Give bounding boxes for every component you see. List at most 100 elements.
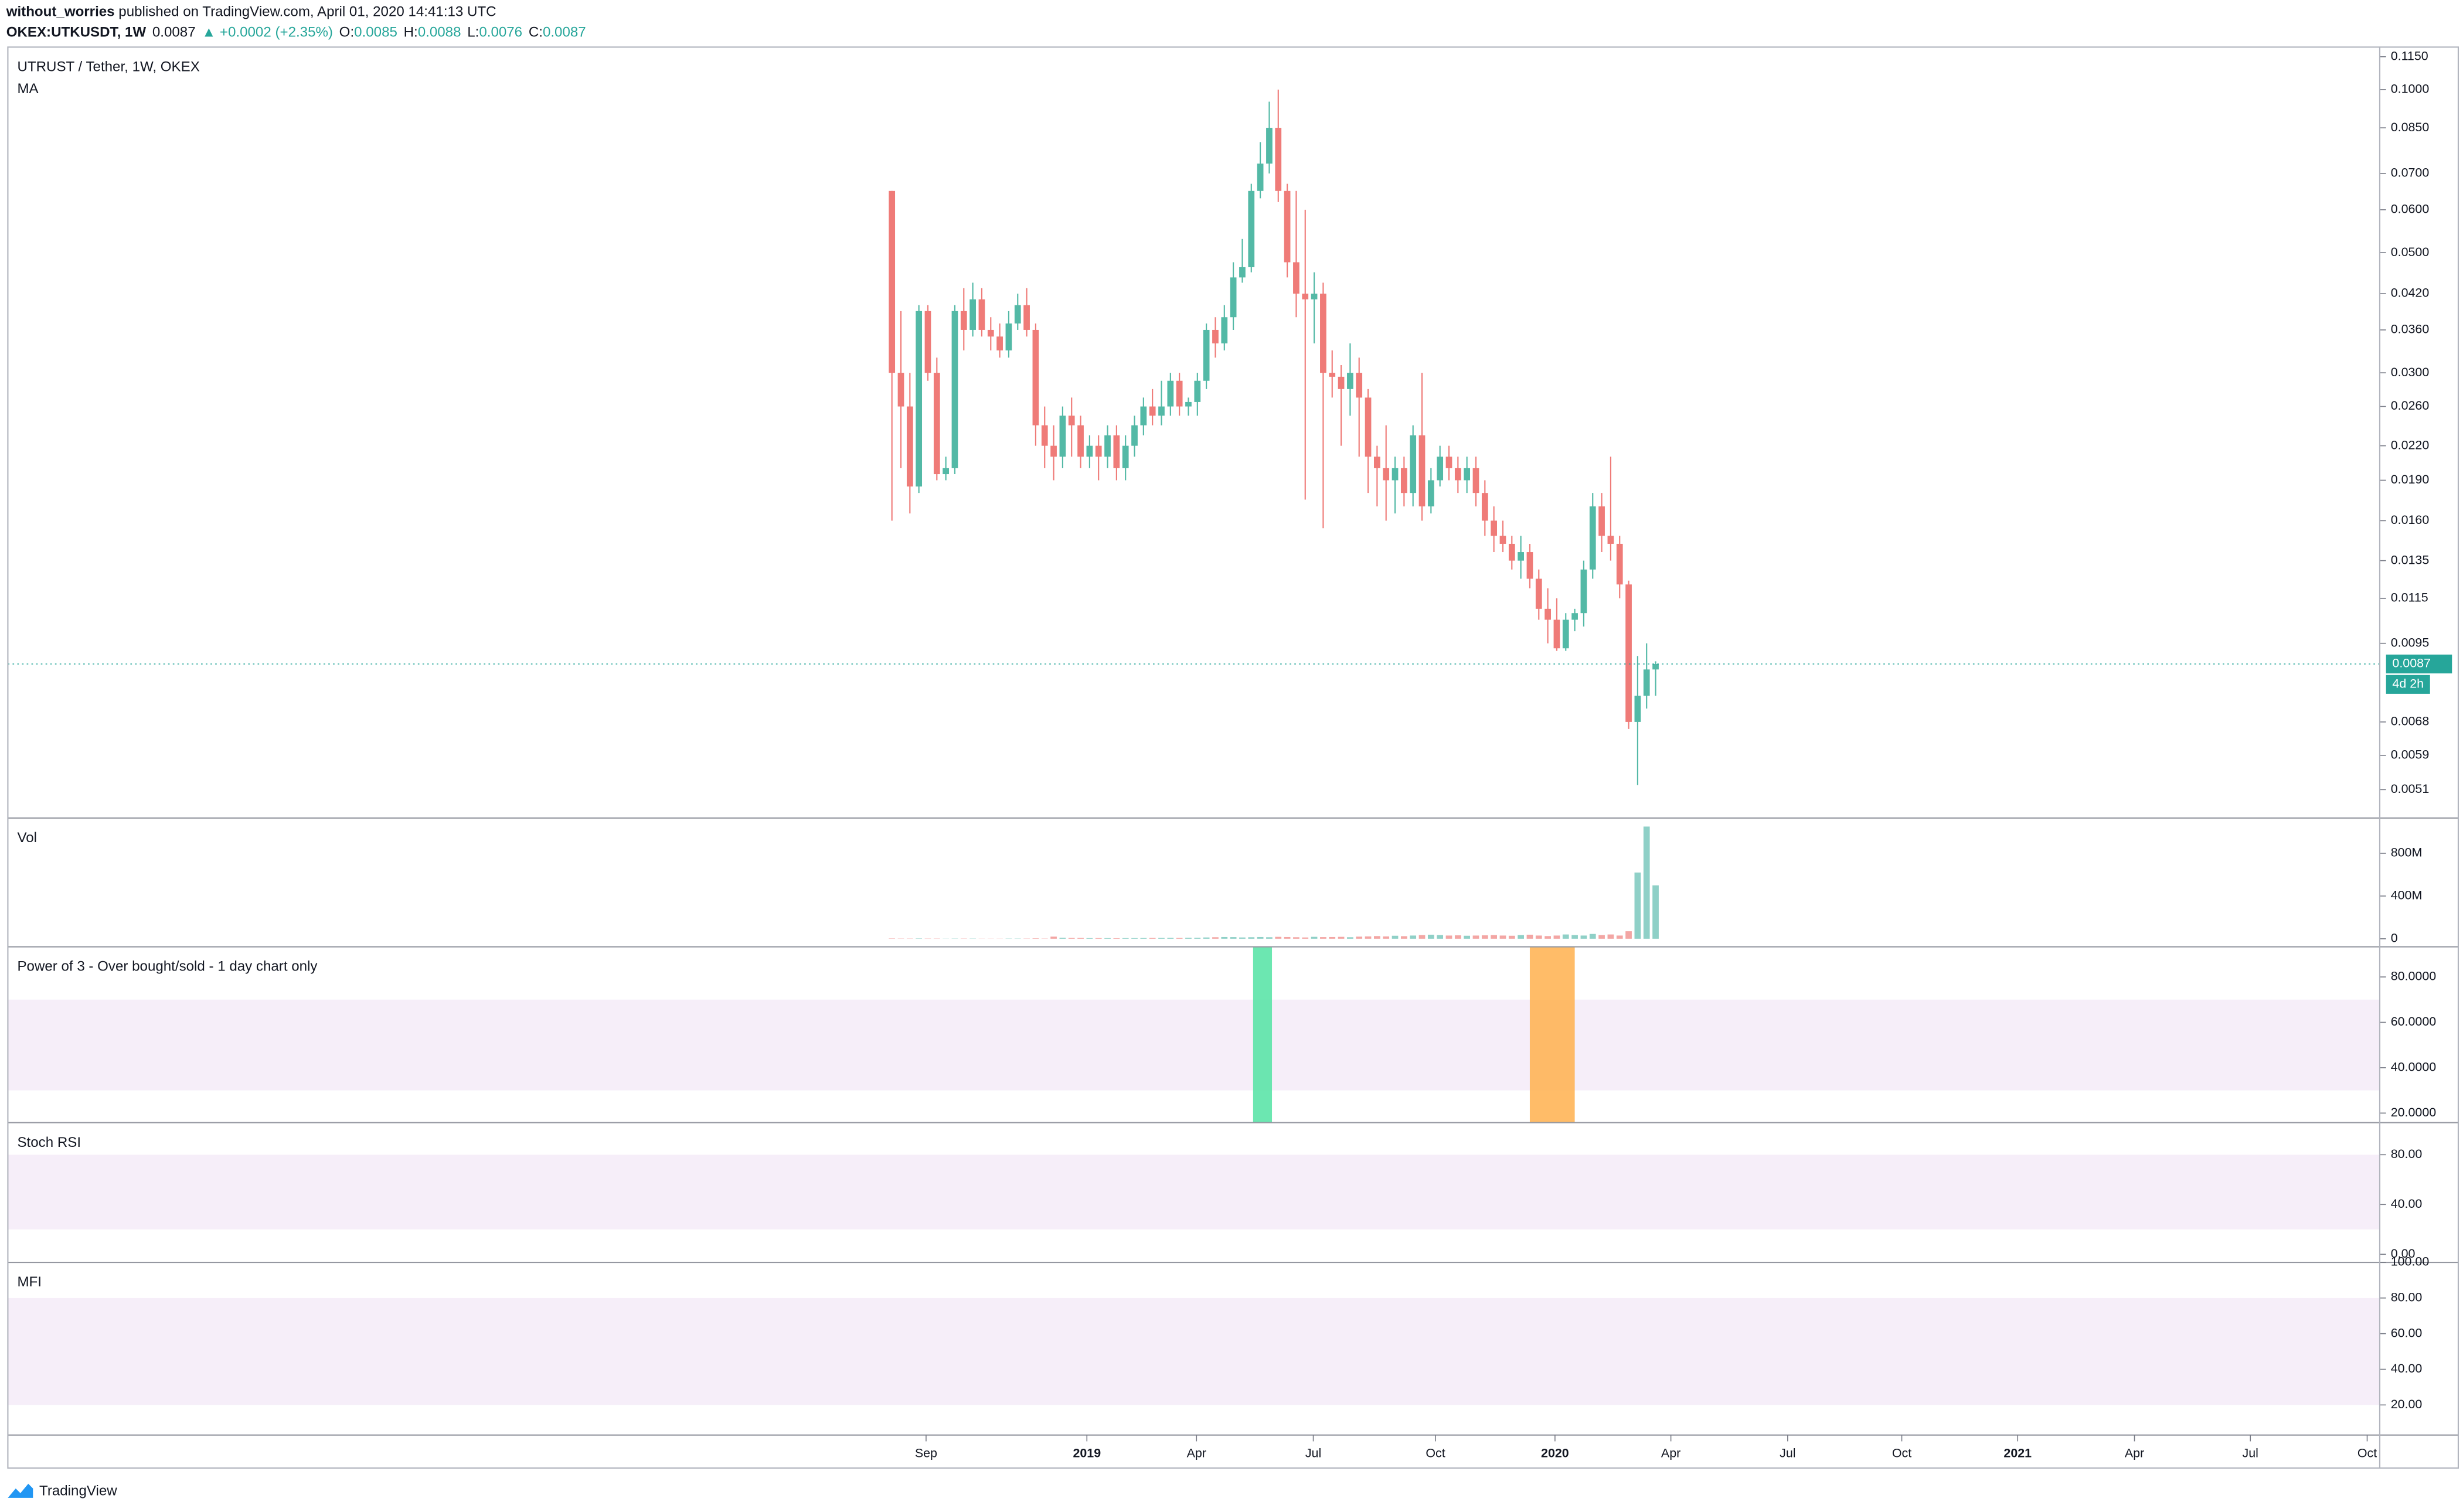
candle-body: [1338, 376, 1345, 389]
volume-bar: [1383, 936, 1390, 939]
volume-bar: [1400, 936, 1407, 939]
candle-body: [1194, 380, 1201, 402]
y-tick-label: 80.00: [2391, 1147, 2423, 1161]
candle-body: [1652, 663, 1659, 670]
x-tick-label: Apr: [1187, 1446, 1206, 1460]
brand: TradingView: [39, 1483, 117, 1499]
volume-bar: [1203, 937, 1210, 939]
y-tick-label: 400M: [2391, 888, 2423, 903]
x-tick-label: 2021: [2003, 1446, 2032, 1460]
volume-bar: [916, 938, 923, 939]
candle-body: [1167, 380, 1174, 407]
candle-body: [916, 311, 923, 487]
y-tick-label: 0.0115: [2391, 591, 2428, 605]
ohlc-value: 0.0076: [479, 25, 522, 40]
y-tick-label: 0.0059: [2391, 748, 2430, 762]
y-tick-label: 40.0000: [2391, 1060, 2437, 1074]
logo-icon: [8, 1483, 33, 1498]
candle-body: [1113, 435, 1120, 468]
candle-body: [978, 299, 985, 330]
volume-bar: [1392, 935, 1399, 939]
y-tick-label: 0.0160: [2391, 513, 2430, 527]
candle-body: [1248, 190, 1255, 267]
candle-body: [1454, 468, 1461, 481]
candle-body: [1158, 406, 1165, 416]
y-tick-label: 0.1000: [2391, 82, 2430, 96]
candle-body: [1257, 164, 1264, 191]
y-tick-label: 0.0850: [2391, 120, 2430, 134]
candle-body: [1356, 373, 1363, 398]
band: [8, 999, 2380, 1091]
y-tick-label: 60.00: [2391, 1326, 2423, 1340]
candle-body: [1023, 305, 1030, 330]
candle-body: [1643, 669, 1650, 696]
volume-bar: [1643, 826, 1650, 939]
candle-body: [1239, 267, 1246, 278]
candle-body: [951, 311, 958, 468]
y-tick-label: 0.0190: [2391, 472, 2430, 486]
y-tick-label: 40.00: [2391, 1197, 2423, 1211]
volume-bar: [1257, 937, 1264, 939]
y-tick-label: 60.0000: [2391, 1014, 2437, 1029]
candle-body: [1329, 373, 1336, 377]
x-tick-label: Apr: [2125, 1446, 2144, 1460]
candle-body: [1131, 425, 1138, 446]
logo: TradingView: [8, 1483, 117, 1499]
y-tick-label: 0.0600: [2391, 202, 2430, 216]
volume-bar: [1338, 937, 1345, 939]
volume-bar: [889, 938, 896, 939]
candle-body: [1266, 128, 1273, 164]
candle-body: [1140, 406, 1147, 425]
candle-body: [1562, 619, 1569, 649]
candle-body: [1481, 493, 1488, 521]
volume-bar: [1499, 935, 1506, 939]
y-tick-label: 800M: [2391, 846, 2423, 860]
candle-body: [1427, 480, 1434, 507]
y-tick-label: 20.00: [2391, 1397, 2423, 1411]
highlight: [1253, 946, 1273, 1123]
volume-bar: [1454, 935, 1461, 939]
candle-body: [924, 311, 931, 373]
ohlc-key: L:: [467, 25, 479, 40]
candle-body: [1176, 380, 1183, 407]
candle-body: [1302, 294, 1309, 299]
candle-body: [1491, 520, 1498, 536]
x-tick-label: Oct: [1426, 1446, 1445, 1460]
candle-body: [933, 373, 940, 475]
x-tick-label: 2019: [1073, 1446, 1101, 1460]
y-tick-label: 100.00: [2391, 1255, 2430, 1269]
x-tick-label: Jul: [1305, 1446, 1321, 1460]
candle-body: [1311, 294, 1318, 299]
symbol: OKEX:UTKUSDT, 1W: [6, 25, 147, 40]
candle-body: [1365, 397, 1372, 457]
volume-bar: [1194, 938, 1201, 939]
y-tick-label: 0.0360: [2391, 322, 2430, 336]
candle-body: [1077, 425, 1084, 457]
symbol-line: OKEX:UTKUSDT, 1W 0.0087 ▲ +0.0002 (+2.35%)…: [6, 25, 586, 40]
volume-bar: [1320, 937, 1326, 939]
candle-body: [1598, 506, 1605, 536]
candle-body: [1104, 435, 1111, 457]
panel-title: MFI: [17, 1274, 42, 1290]
candle-body: [1499, 536, 1506, 544]
candle-body: [1535, 578, 1542, 609]
volume-bar: [1059, 938, 1066, 939]
indicator-label: MA: [17, 81, 39, 97]
y-tick-label: 0.0700: [2391, 166, 2430, 180]
last-price-box: [2386, 654, 2452, 674]
y-tick-label: 0.0500: [2391, 245, 2430, 259]
volume-bar: [1491, 935, 1498, 939]
volume-bar: [1607, 934, 1614, 939]
x-tick-label: Jul: [2243, 1446, 2258, 1460]
candle-body: [1086, 445, 1093, 457]
volume-bar: [1293, 937, 1299, 939]
volume-bar: [1104, 938, 1111, 939]
y-tick-label: 80.0000: [2391, 969, 2437, 983]
volume-bar: [1553, 935, 1560, 939]
ohlc-value: 0.0087: [543, 25, 586, 40]
volume-bar: [1212, 937, 1219, 939]
volume-bar: [1284, 937, 1291, 939]
volume-bar: [1329, 937, 1336, 939]
candle-body: [1616, 543, 1623, 585]
y-tick-label: 0.0095: [2391, 635, 2430, 649]
